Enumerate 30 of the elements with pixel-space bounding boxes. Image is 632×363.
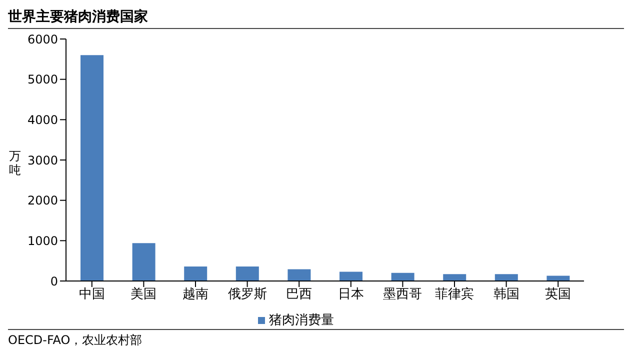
bar (443, 274, 466, 281)
x-tick-label: 俄罗斯 (228, 287, 267, 302)
bar (494, 274, 518, 281)
y-tick-label: 0 (50, 274, 58, 288)
bar (340, 272, 363, 281)
text: OECD-FAO，农业农村部 (8, 332, 624, 349)
y-tick-label: 3000 (27, 153, 58, 168)
x-tick-label: 英国 (545, 287, 572, 302)
x-tick-label: 中国 (78, 287, 105, 302)
y-tick-label: 4000 (27, 112, 58, 127)
y-tick-label: 2000 (27, 194, 58, 208)
x-tick-label: 墨西哥 (383, 287, 422, 302)
x-tick-label: 日本 (338, 287, 364, 302)
y-axis-title: 万吨 (8, 149, 22, 177)
y-tick-label: 6000 (27, 32, 58, 46)
bar (288, 269, 311, 281)
chart-title: 世界主要猪肉消费国家 (8, 8, 624, 29)
x-tick-label: 韩国 (493, 287, 520, 302)
x-tick-label: 越南 (182, 287, 208, 302)
x-tick-label: 菲律宾 (435, 286, 474, 302)
bar (132, 243, 156, 281)
y-tick-label: 5000 (27, 72, 58, 87)
y-tick-label: 1000 (27, 234, 58, 248)
x-tick-label: 巴西 (286, 287, 312, 302)
bar (80, 55, 104, 281)
legend-label: 猪肉消费量 (269, 313, 334, 328)
x-tick-label: 美国 (130, 286, 157, 302)
bar (184, 266, 208, 281)
bar (391, 272, 414, 281)
bar (236, 266, 259, 281)
